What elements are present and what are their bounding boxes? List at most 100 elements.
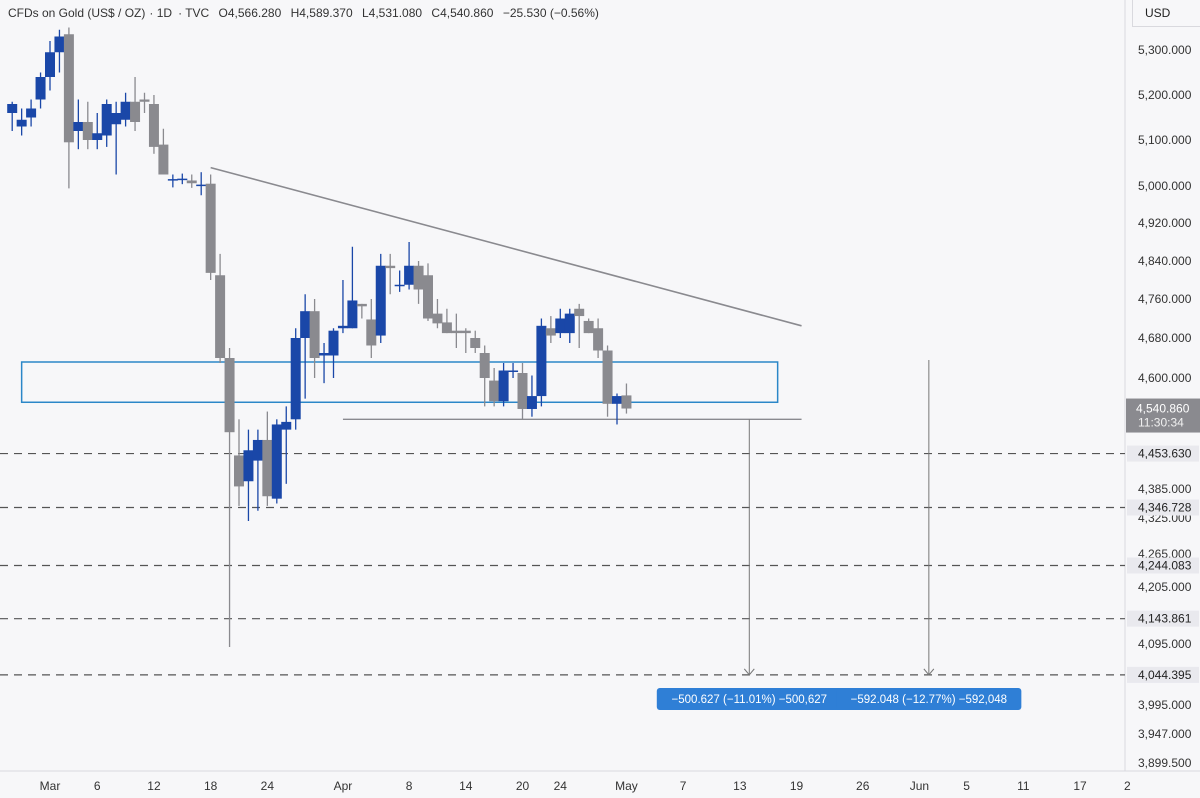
candle-body [536,325,547,397]
candle-body [16,119,27,127]
candle-body [262,439,273,497]
candle [309,299,320,378]
level-label-bg [1127,445,1199,462]
candle [366,299,377,358]
candle [432,299,443,329]
time-tick-label: 19 [790,779,804,793]
price-tick-label: 4,680.000 [1138,331,1192,345]
price-tick-label: 5,100.000 [1138,133,1192,147]
candle [612,393,622,425]
candle [508,363,519,378]
candle-body [489,380,500,402]
candle [479,345,490,407]
price-tick-label: 4,600.000 [1138,371,1192,385]
candle-body [319,353,330,356]
price-tick-label: 3,947.000 [1138,727,1192,741]
candle-body [309,311,320,358]
candle [45,41,55,91]
candle-body [413,265,424,290]
candle-body [290,338,301,420]
candle-body [234,455,244,487]
candle [441,308,452,334]
candle-body [148,104,159,147]
candle-body [347,300,358,329]
candle [158,128,169,175]
candle-body [375,265,386,336]
time-tick-label: 17 [1073,779,1087,793]
time-tick-label: 7 [680,779,687,793]
price-tick-label: 3,995.000 [1138,698,1192,712]
candle [35,72,46,109]
time-tick-label: 6 [94,779,101,793]
time-tick-label: Apr [334,779,353,793]
time-tick-label: 18 [204,779,218,793]
level-label: 4,346.728 [1138,500,1192,514]
interval-label[interactable]: 1D [156,6,173,20]
price-tick-label: 4,265.000 [1138,547,1192,561]
close-value: C4,540.860 [431,6,494,20]
candle [130,77,141,131]
candle [498,363,509,407]
candle [536,318,547,407]
open-value: O4,566.280 [218,6,282,20]
candle [375,253,386,343]
candle [252,429,263,511]
candle-body [479,353,490,378]
candle [186,174,197,188]
candle-body [593,328,604,351]
candle-body [432,313,443,324]
candle [394,270,405,292]
time-tick-label: 20 [516,779,530,793]
low-value: L4,531.080 [362,6,423,20]
candle-body [508,370,519,372]
candle-body [82,122,93,140]
candle [300,294,311,399]
candle-body [385,265,396,269]
time-tick-label: 26 [856,779,870,793]
measure-label-bg [836,688,1022,710]
candle-body [7,104,18,113]
candle [205,174,216,280]
candle-body [73,122,84,131]
candle [101,99,112,147]
candle [120,92,131,127]
candle [92,113,103,150]
time-tick-label: 13 [733,779,747,793]
candle [271,419,282,504]
candle-body [205,183,216,273]
candle [319,343,330,384]
candle-body [271,424,282,499]
level-label-bg [1127,499,1199,516]
price-tick-label: 3,899.500 [1138,756,1192,770]
candle [583,318,594,334]
time-tick-label: Mar [40,779,61,793]
candle [262,411,273,506]
price-tick-label: 5,300.000 [1138,43,1192,57]
candle-body [404,265,415,285]
candle-body [498,370,509,402]
candle-body [545,328,556,336]
level-label: 4,044.395 [1138,668,1192,682]
candle [215,253,226,363]
measure-arrowhead [743,668,755,676]
candle-body [45,52,55,77]
time-tick-label: 8 [406,779,413,793]
candle [423,263,433,321]
descending-trendline [210,166,802,327]
candle-body [158,144,169,175]
candle-body [54,36,65,53]
time-tick-label: 2 [1124,779,1131,793]
candle [385,253,396,295]
time-tick-label: 11 [1017,779,1030,793]
level-label: 4,143.861 [1138,612,1192,626]
candle [243,429,254,521]
level-label: 4,453.630 [1138,447,1192,461]
candle [290,328,301,430]
candle [470,330,481,353]
currency-label[interactable]: USD [1132,0,1200,27]
candle-body [215,275,226,358]
time-tick-label: 24 [554,779,568,793]
candle-body [460,330,471,334]
symbol-name[interactable]: CFDs on Gold (US$ / OZ) [8,6,146,20]
